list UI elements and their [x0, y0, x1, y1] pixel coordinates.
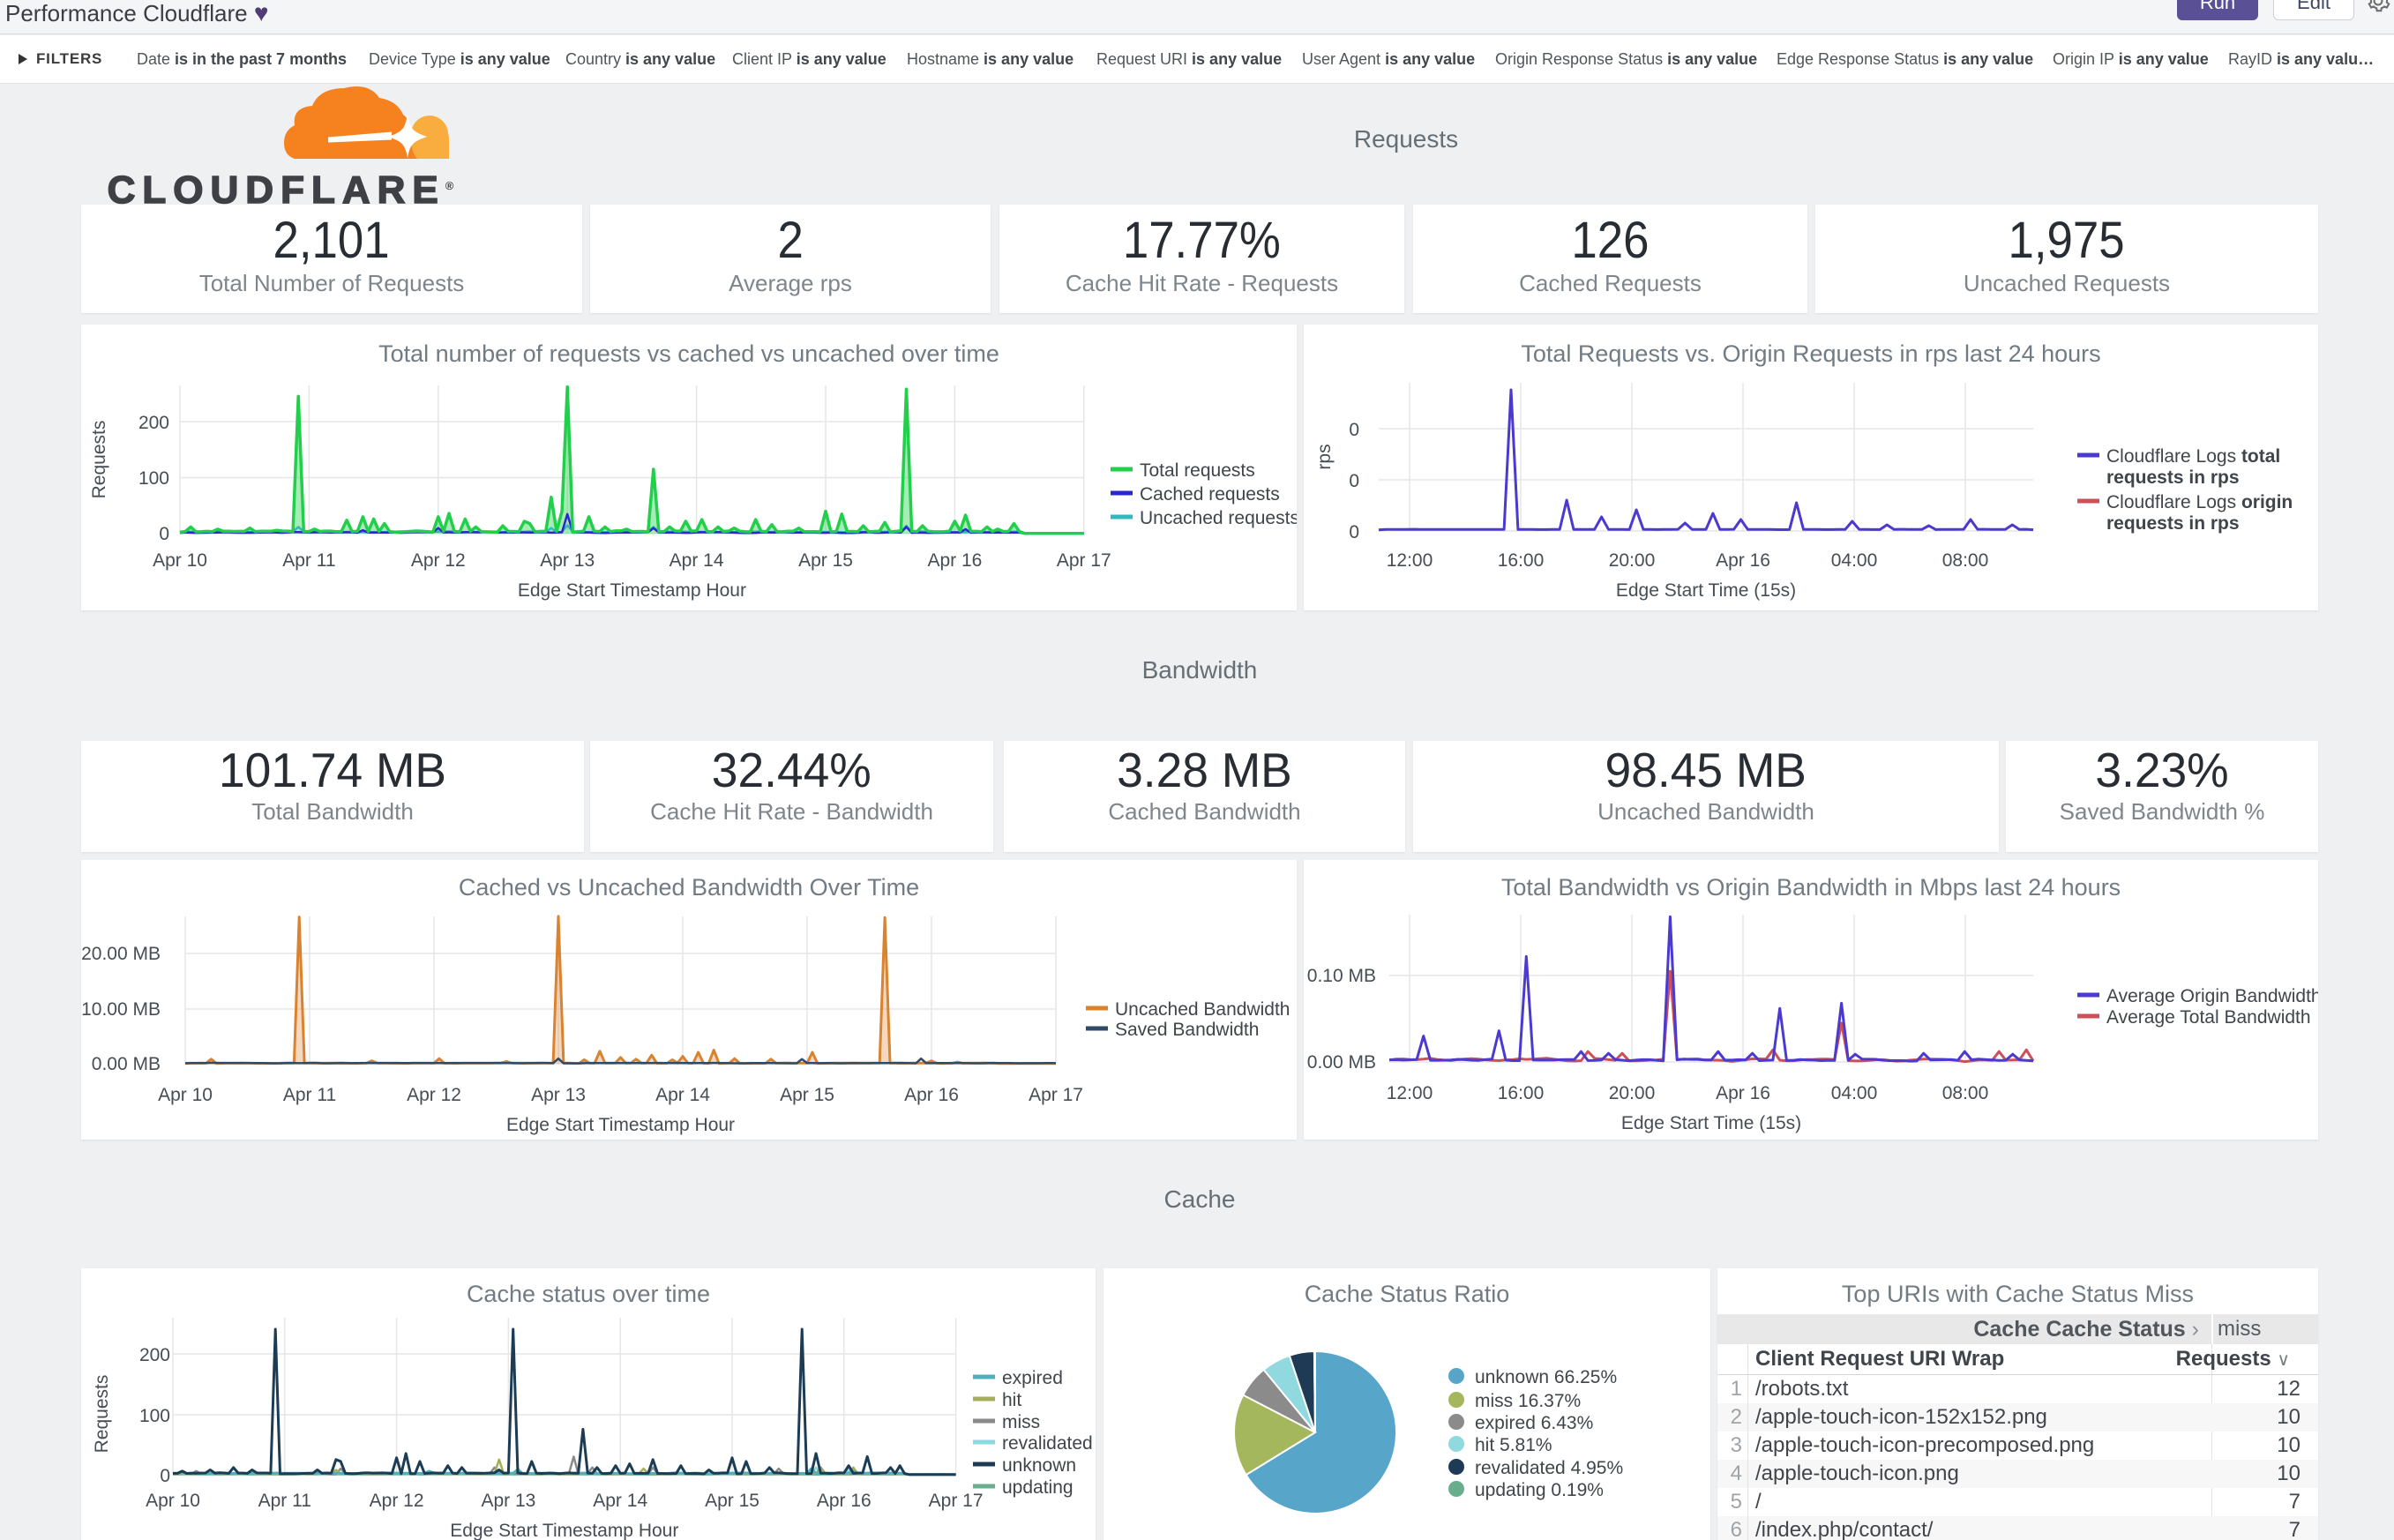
svg-text:200: 200 [138, 413, 169, 433]
svg-text:hit 5.81%: hit 5.81% [1475, 1435, 1552, 1455]
svg-text:10.00 MB: 10.00 MB [81, 999, 161, 1020]
svg-text:100: 100 [139, 1406, 170, 1426]
svg-text:Apr 17: Apr 17 [929, 1491, 984, 1511]
svg-text:Apr 14: Apr 14 [655, 1085, 710, 1105]
svg-text:20.00 MB: 20.00 MB [81, 944, 161, 964]
svg-text:unknown 66.25%: unknown 66.25% [1475, 1367, 1617, 1387]
svg-text:Uncached requests: Uncached requests [1140, 508, 1297, 528]
svg-text:miss 16.37%: miss 16.37% [1475, 1391, 1581, 1411]
svg-text:16:00: 16:00 [1498, 550, 1545, 571]
svg-text:Apr 11: Apr 11 [283, 1085, 336, 1105]
svg-text:expired: expired [1002, 1368, 1063, 1388]
svg-text:updating: updating [1002, 1477, 1074, 1498]
svg-text:Apr 15: Apr 15 [798, 550, 853, 571]
svg-text:Requests: Requests [89, 421, 109, 499]
svg-text:12:00: 12:00 [1387, 1083, 1433, 1103]
svg-text:Uncached Bandwidth: Uncached Bandwidth [1115, 999, 1290, 1020]
svg-text:16:00: 16:00 [1498, 1083, 1545, 1103]
svg-text:0: 0 [1349, 522, 1359, 542]
svg-text:Average Origin Bandwidth: Average Origin Bandwidth [2106, 986, 2318, 1006]
svg-text:0.10 MB: 0.10 MB [1307, 966, 1376, 986]
svg-text:0.00 MB: 0.00 MB [92, 1054, 161, 1074]
svg-text:Apr 11: Apr 11 [258, 1491, 311, 1511]
svg-text:Apr 10: Apr 10 [146, 1491, 200, 1511]
svg-text:0.00 MB: 0.00 MB [1307, 1052, 1376, 1073]
svg-text:04:00: 04:00 [1831, 550, 1878, 571]
svg-text:rps: rps [1314, 444, 1335, 469]
svg-text:Apr 14: Apr 14 [593, 1491, 647, 1511]
svg-text:04:00: 04:00 [1831, 1083, 1878, 1103]
svg-text:100: 100 [138, 468, 169, 489]
svg-text:Apr 16: Apr 16 [817, 1491, 872, 1511]
svg-text:0: 0 [1349, 420, 1359, 440]
svg-text:Cloudflare Logs origin: Cloudflare Logs origin [2106, 492, 2293, 512]
svg-text:08:00: 08:00 [1942, 550, 1989, 571]
svg-text:Apr 13: Apr 13 [540, 550, 595, 571]
svg-text:expired 6.43%: expired 6.43% [1475, 1413, 1593, 1433]
svg-text:20:00: 20:00 [1609, 550, 1656, 571]
svg-text:Edge Start Time (15s): Edge Start Time (15s) [1616, 580, 1796, 601]
svg-text:Apr 16: Apr 16 [1716, 550, 1770, 571]
svg-text:requests in rps: requests in rps [2106, 513, 2240, 534]
svg-text:Edge Start Timestamp Hour: Edge Start Timestamp Hour [506, 1115, 735, 1135]
svg-text:hit: hit [1002, 1390, 1021, 1410]
svg-text:200: 200 [139, 1345, 170, 1365]
svg-text:unknown: unknown [1002, 1455, 1076, 1476]
svg-text:updating 0.19%: updating 0.19% [1475, 1480, 1604, 1500]
svg-text:Apr 16: Apr 16 [927, 550, 982, 571]
svg-text:Apr 13: Apr 13 [531, 1085, 586, 1105]
svg-text:Saved Bandwidth: Saved Bandwidth [1115, 1020, 1259, 1040]
svg-text:0: 0 [160, 1466, 170, 1486]
svg-text:Cloudflare Logs total: Cloudflare Logs total [2106, 446, 2280, 467]
svg-text:Total requests: Total requests [1140, 460, 1255, 481]
svg-text:Requests: Requests [92, 1375, 112, 1454]
svg-text:revalidated: revalidated [1002, 1433, 1093, 1454]
svg-text:revalidated 4.95%: revalidated 4.95% [1475, 1458, 1623, 1478]
svg-text:Apr 11: Apr 11 [282, 550, 335, 571]
svg-text:Apr 17: Apr 17 [1029, 1085, 1083, 1105]
svg-text:12:00: 12:00 [1387, 550, 1433, 571]
svg-text:Apr 14: Apr 14 [670, 550, 724, 571]
svg-text:Apr 17: Apr 17 [1057, 550, 1111, 571]
svg-text:08:00: 08:00 [1942, 1083, 1989, 1103]
svg-text:20:00: 20:00 [1609, 1083, 1656, 1103]
svg-text:Apr 15: Apr 15 [705, 1491, 759, 1511]
svg-text:Edge Start Timestamp Hour: Edge Start Timestamp Hour [518, 580, 746, 601]
svg-text:Apr 12: Apr 12 [407, 1085, 461, 1105]
svg-text:Edge Start Time (15s): Edge Start Time (15s) [1621, 1113, 1801, 1133]
svg-text:miss: miss [1002, 1412, 1040, 1432]
svg-text:0: 0 [159, 524, 169, 544]
svg-text:Apr 15: Apr 15 [780, 1085, 834, 1105]
svg-text:Apr 12: Apr 12 [370, 1491, 424, 1511]
svg-text:Average Total Bandwidth: Average Total Bandwidth [2106, 1007, 2311, 1028]
svg-text:Cached requests: Cached requests [1140, 484, 1280, 505]
svg-text:Apr 10: Apr 10 [158, 1085, 213, 1105]
svg-text:Apr 12: Apr 12 [411, 550, 466, 571]
svg-text:Apr 13: Apr 13 [481, 1491, 535, 1511]
svg-text:Apr 16: Apr 16 [1716, 1083, 1770, 1103]
svg-text:Edge Start Timestamp Hour: Edge Start Timestamp Hour [450, 1521, 678, 1540]
svg-text:Apr 16: Apr 16 [904, 1085, 959, 1105]
svg-text:Apr 10: Apr 10 [153, 550, 207, 571]
svg-text:requests in rps: requests in rps [2106, 467, 2240, 488]
svg-text:0: 0 [1349, 471, 1359, 491]
